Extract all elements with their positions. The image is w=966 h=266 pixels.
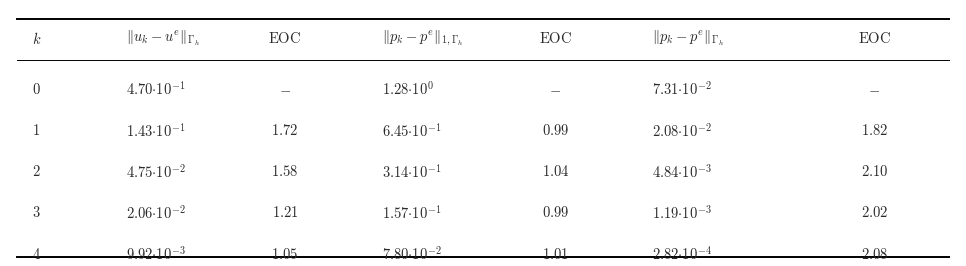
Text: $4.84{\cdot}10^{-3}$: $4.84{\cdot}10^{-3}$ <box>652 163 712 181</box>
Text: $\mathrm{EOC}$: $\mathrm{EOC}$ <box>858 31 891 46</box>
Text: $1.43{\cdot}10^{-1}$: $1.43{\cdot}10^{-1}$ <box>126 121 185 139</box>
Text: $1.72$: $1.72$ <box>271 123 298 138</box>
Text: $3$: $3$ <box>32 205 41 220</box>
Text: $1.58$: $1.58$ <box>271 164 298 179</box>
Text: $\|p_k - p^e\|_{\Gamma_h}$: $\|p_k - p^e\|_{\Gamma_h}$ <box>652 29 724 48</box>
Text: $7.80{\cdot}10^{-2}$: $7.80{\cdot}10^{-2}$ <box>382 245 441 263</box>
Text: $0.99$: $0.99$ <box>542 205 569 220</box>
Text: $1.82$: $1.82$ <box>861 123 888 138</box>
Text: $2.82{\cdot}10^{-4}$: $2.82{\cdot}10^{-4}$ <box>652 245 712 263</box>
Text: $1$: $1$ <box>32 123 40 138</box>
Text: $0.99$: $0.99$ <box>542 123 569 138</box>
Text: $-$: $-$ <box>279 82 291 96</box>
Text: $1.05$: $1.05$ <box>271 247 298 261</box>
Text: $4$: $4$ <box>32 247 41 261</box>
Text: $3.14{\cdot}10^{-1}$: $3.14{\cdot}10^{-1}$ <box>382 163 440 181</box>
Text: $4.75{\cdot}10^{-2}$: $4.75{\cdot}10^{-2}$ <box>126 163 185 181</box>
Text: $1.01$: $1.01$ <box>542 247 569 261</box>
Text: $\mathrm{EOC}$: $\mathrm{EOC}$ <box>539 31 572 46</box>
Text: $-$: $-$ <box>868 82 880 96</box>
Text: $\mathrm{EOC}$: $\mathrm{EOC}$ <box>269 31 301 46</box>
Text: $1.57{\cdot}10^{-1}$: $1.57{\cdot}10^{-1}$ <box>382 204 440 222</box>
Text: $2.06{\cdot}10^{-2}$: $2.06{\cdot}10^{-2}$ <box>126 204 185 222</box>
Text: $9.92{\cdot}10^{-3}$: $9.92{\cdot}10^{-3}$ <box>126 245 185 263</box>
Text: $6.45{\cdot}10^{-1}$: $6.45{\cdot}10^{-1}$ <box>382 121 440 139</box>
Text: $2$: $2$ <box>32 164 41 179</box>
Text: $2.08{\cdot}10^{-2}$: $2.08{\cdot}10^{-2}$ <box>652 121 712 139</box>
Text: $\|u_k - u^e\|_{\Gamma_h}$: $\|u_k - u^e\|_{\Gamma_h}$ <box>126 29 200 48</box>
Text: $1.19{\cdot}10^{-3}$: $1.19{\cdot}10^{-3}$ <box>652 204 712 222</box>
Text: $k$: $k$ <box>32 31 42 47</box>
Text: $2.10$: $2.10$ <box>861 164 888 179</box>
Text: $4.70{\cdot}10^{-1}$: $4.70{\cdot}10^{-1}$ <box>126 80 185 98</box>
Text: $7.31{\cdot}10^{-2}$: $7.31{\cdot}10^{-2}$ <box>652 80 712 98</box>
Text: $0$: $0$ <box>32 82 41 97</box>
Text: $1.28{\cdot}10^{0}$: $1.28{\cdot}10^{0}$ <box>382 80 434 98</box>
Text: $2.02$: $2.02$ <box>861 205 888 220</box>
Text: $1.21$: $1.21$ <box>271 205 298 220</box>
Text: $\|p_k - p^e\|_{1,\Gamma_h}$: $\|p_k - p^e\|_{1,\Gamma_h}$ <box>382 29 464 48</box>
Text: $2.08$: $2.08$ <box>861 247 888 261</box>
Text: $1.04$: $1.04$ <box>542 164 569 179</box>
Text: $-$: $-$ <box>550 82 561 96</box>
